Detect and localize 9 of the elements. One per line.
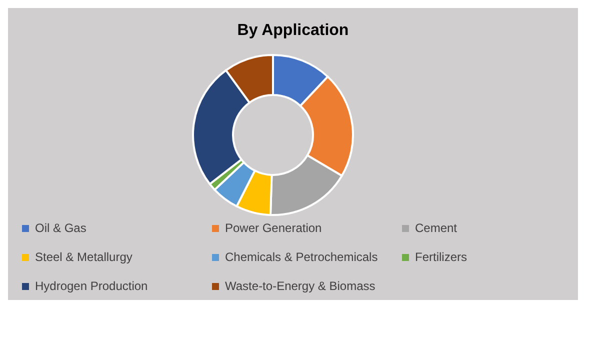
legend-label: Steel & Metallurgy (35, 250, 132, 264)
legend-label: Power Generation (225, 221, 322, 235)
legend-label: Oil & Gas (35, 221, 86, 235)
legend-label: Chemicals & Petrochemicals (225, 250, 378, 264)
legend-label: Fertilizers (415, 250, 468, 264)
legend-label: Hydrogen Production (35, 279, 148, 293)
legend-label: Cement (415, 221, 458, 235)
legend-label: Waste-to-Energy & Biomass (225, 279, 376, 293)
chart-title: By Application (236, 22, 350, 40)
